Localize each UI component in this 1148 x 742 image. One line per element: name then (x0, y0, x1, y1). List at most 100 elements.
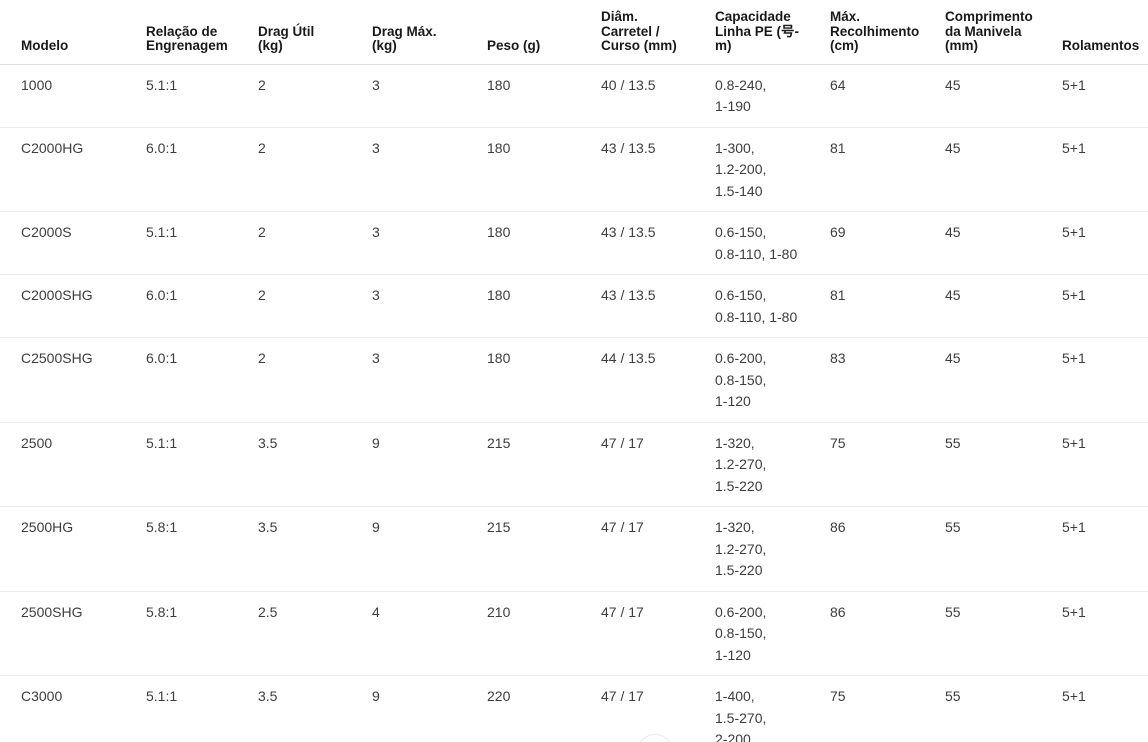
table-row: 2500SHG 5.8:1 2.5 4 210 47 / 17 0.6-200,… (0, 591, 1148, 676)
cell-capacidade: 0.6-150, 0.8-110, 1-80 (715, 211, 830, 275)
cell-modelo: C3000 (21, 688, 63, 704)
cell-drag-util: 2 (258, 274, 372, 338)
cell-rolamentos: 5+1 (1062, 127, 1148, 212)
cell-rolamentos: 5+1 (1062, 211, 1148, 275)
cell-drag-util: 3.5 (258, 688, 278, 704)
cell-recolhimento: 75 (830, 422, 945, 507)
cell-gear-ratio: 5.1:1 (146, 688, 178, 704)
cell-gear-ratio: 5.1:1 (146, 211, 258, 275)
column-header-drag-max: Drag Máx. (kg) (372, 0, 487, 65)
cell-drag-max: 9 (372, 506, 487, 592)
cell-rolamentos: 5+1 (1062, 506, 1148, 592)
cell-peso: 180 (487, 64, 601, 128)
cell-rolamentos: 5+1 (1062, 688, 1086, 704)
cell-capacidade: 0.6-200, 0.8-150, 1-120 (715, 591, 830, 676)
cell-capacidade: 1-400, 1.5-270, 2-200 (715, 688, 767, 742)
column-header-peso: Peso (g) (487, 0, 601, 65)
cell-drag-max: 3 (372, 211, 487, 275)
cell-capacidade: 0.6-200, 0.8-150, 1-120 (715, 337, 830, 423)
cell-capacidade: 1-320, 1.2-270, 1.5-220 (715, 422, 830, 507)
cell-drag-util: 2 (258, 64, 372, 128)
cell-drag-util: 3.5 (258, 506, 372, 592)
cell-modelo: 2500 (0, 422, 146, 507)
column-header-manivela: Comprimento da Manivela (mm) (945, 0, 1062, 65)
cell-drag-util: 2 (258, 337, 372, 423)
column-header-gear-ratio: Relação de Engrenagem (146, 0, 258, 65)
cell-capacidade: 1-320, 1.2-270, 1.5-220 (715, 506, 830, 592)
cell-manivela: 45 (945, 127, 1062, 212)
cell-recolhimento: 81 (830, 127, 945, 212)
cell-modelo: 1000 (0, 64, 146, 128)
cell-peso: 220 (487, 688, 511, 704)
cell-rolamentos: 5+1 (1062, 64, 1148, 128)
column-header-capacidade-pe: Capacidade Linha PE (号- m) (715, 0, 830, 65)
cell-manivela: 45 (945, 64, 1062, 128)
cell-gear-ratio: 5.8:1 (146, 506, 258, 592)
cell-recolhimento: 83 (830, 337, 945, 423)
cell-rolamentos: 5+1 (1062, 591, 1148, 676)
cell-drag-max: 9 (372, 422, 487, 507)
cell-capacidade: 1-300, 1.2-200, 1.5-140 (715, 127, 830, 212)
cell-recolhimento: 81 (830, 274, 945, 338)
cell-rolamentos: 5+1 (1062, 337, 1148, 423)
cell-peso: 180 (487, 211, 601, 275)
cell-diam-curso: 40 / 13.5 (601, 64, 715, 128)
cell-modelo: C2500SHG (0, 337, 146, 423)
cell-drag-util: 3.5 (258, 422, 372, 507)
cell-drag-max: 4 (372, 591, 487, 676)
cell-manivela: 55 (945, 422, 1062, 507)
table-row: 2500 5.1:1 3.5 9 215 47 / 17 1-320, 1.2-… (0, 422, 1148, 507)
cell-drag-max: 9 (372, 688, 380, 704)
cell-gear-ratio: 5.1:1 (146, 422, 258, 507)
cell-diam-curso: 43 / 13.5 (601, 274, 715, 338)
cell-peso: 180 (487, 127, 601, 212)
cell-manivela: 45 (945, 337, 1062, 423)
cell-diam-curso: 44 / 13.5 (601, 337, 715, 423)
cell-drag-util: 2 (258, 211, 372, 275)
cell-manivela: 55 (945, 591, 1062, 676)
cell-gear-ratio: 6.0:1 (146, 274, 258, 338)
cell-drag-max: 3 (372, 274, 487, 338)
cell-manivela: 45 (945, 211, 1062, 275)
table-row: C2000S 5.1:1 2 3 180 43 / 13.5 0.6-150, … (0, 211, 1148, 275)
header-row: Modelo Relação de Engrenagem Drag Útil (… (0, 0, 1148, 65)
cell-peso: 215 (487, 506, 601, 592)
cell-diam-curso: 43 / 13.5 (601, 127, 715, 212)
table-row: 2500HG 5.8:1 3.5 9 215 47 / 17 1-320, 1.… (0, 506, 1148, 592)
cell-peso: 180 (487, 274, 601, 338)
cell-peso: 215 (487, 422, 601, 507)
cell-recolhimento: 86 (830, 591, 945, 676)
cell-modelo: C2000SHG (0, 274, 146, 338)
table-row: C2000SHG 6.0:1 2 3 180 43 / 13.5 0.6-150… (0, 274, 1148, 338)
cell-recolhimento: 64 (830, 64, 945, 128)
table-row: C3000 5.1:1 3.5 9 220 47 / 17 1-400, 1.5… (0, 676, 1148, 742)
table-row: 1000 5.1:1 2 3 180 40 / 13.5 0.8-240, 1-… (0, 64, 1148, 128)
cell-gear-ratio: 6.0:1 (146, 337, 258, 423)
cell-recolhimento: 75 (830, 688, 846, 704)
cell-manivela: 55 (945, 688, 961, 704)
cell-drag-max: 3 (372, 337, 487, 423)
cell-capacidade: 0.8-240, 1-190 (715, 64, 830, 128)
cell-modelo: 2500HG (0, 506, 146, 592)
cell-drag-util: 2 (258, 127, 372, 212)
cell-diam-curso: 43 / 13.5 (601, 211, 715, 275)
cell-drag-util: 2.5 (258, 591, 372, 676)
table-row: C2500SHG 6.0:1 2 3 180 44 / 13.5 0.6-200… (0, 337, 1148, 423)
cell-gear-ratio: 5.8:1 (146, 591, 258, 676)
cell-modelo: C2000HG (0, 127, 146, 212)
cell-drag-max: 3 (372, 64, 487, 128)
cell-diam-curso: 47 / 17 (601, 688, 644, 704)
cell-recolhimento: 69 (830, 211, 945, 275)
cell-drag-max: 3 (372, 127, 487, 212)
cell-manivela: 55 (945, 506, 1062, 592)
cell-manivela: 45 (945, 274, 1062, 338)
cell-recolhimento: 86 (830, 506, 945, 592)
cell-capacidade: 0.6-150, 0.8-110, 1-80 (715, 274, 830, 338)
cell-rolamentos: 5+1 (1062, 274, 1148, 338)
cell-gear-ratio: 5.1:1 (146, 64, 258, 128)
column-header-recolhimento: Máx. Recolhimento (cm) (830, 0, 945, 65)
cell-diam-curso: 47 / 17 (601, 422, 715, 507)
cell-diam-curso: 47 / 17 (601, 591, 715, 676)
